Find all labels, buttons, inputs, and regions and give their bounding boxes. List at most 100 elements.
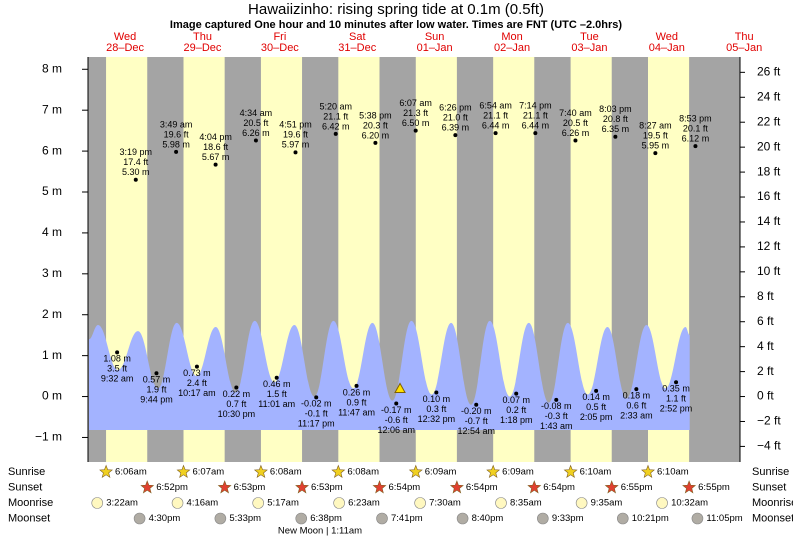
moonset-icon <box>616 512 629 525</box>
row-label: Sunset <box>8 481 42 493</box>
event-dot <box>333 131 338 136</box>
event-dot <box>634 387 639 392</box>
row-time: 6:10am <box>657 467 689 478</box>
row-time: 6:08am <box>347 467 379 478</box>
event-label: 1.08 m <box>103 354 131 364</box>
event-label: 5.97 m <box>282 140 310 150</box>
event-label: 10:17 am <box>178 388 216 398</box>
event-dot <box>154 371 159 376</box>
event-label: 0.07 m <box>502 395 530 405</box>
event-label: 6.50 m <box>402 118 430 128</box>
row-time: 6:07am <box>193 467 225 478</box>
event-label: 10:30 pm <box>218 409 256 419</box>
event-label: 8:53 pm <box>679 114 712 124</box>
event-label: 21.0 ft <box>443 113 469 123</box>
event-label: 0.18 m <box>623 391 651 401</box>
row-label: Sunrise <box>8 466 45 478</box>
event-dot <box>373 140 378 145</box>
y-tick-label: 7 m <box>42 102 62 116</box>
event-dot <box>474 402 479 407</box>
event-dot <box>194 364 199 369</box>
event-dot <box>354 383 359 388</box>
moonrise-icon <box>656 497 668 509</box>
event-label: 1.9 ft <box>146 385 167 395</box>
event-label: 6.44 m <box>522 120 550 130</box>
y2-tick-label: −4 ft <box>757 439 781 453</box>
event-label: 5.98 m <box>162 139 190 149</box>
sunrise-icon <box>641 464 655 478</box>
event-label: 5:38 pm <box>359 110 392 120</box>
event-dot <box>573 138 578 143</box>
event-label: 11:01 am <box>258 399 295 409</box>
event-label: 3.5 ft <box>107 364 128 374</box>
event-label: 6.26 m <box>242 128 270 138</box>
y-tick-label: 1 m <box>42 348 62 362</box>
event-label: -0.08 m <box>541 401 572 411</box>
event-label: 6.12 m <box>682 134 710 144</box>
event-dot <box>133 177 138 182</box>
sunset-icon <box>604 480 619 494</box>
row-time: 6:23am <box>348 498 380 509</box>
row-time: 6:53pm <box>234 482 266 493</box>
day-date: 03–Jan <box>571 42 607 54</box>
event-label: 8:03 pm <box>599 104 632 114</box>
row-label: Sunrise <box>752 466 789 478</box>
event-label: 2:52 pm <box>660 404 693 414</box>
moonrise-icon <box>575 497 588 509</box>
event-dot <box>434 390 439 395</box>
moonrise-icon <box>414 497 426 509</box>
event-dot <box>533 131 538 136</box>
event-dot <box>693 144 698 149</box>
event-label: 9:44 pm <box>140 395 173 405</box>
event-dot <box>293 150 298 155</box>
event-label: 20.8 ft <box>603 114 629 124</box>
moonset-icon <box>376 512 388 525</box>
event-label: 6.20 m <box>362 130 390 140</box>
sunrise-icon <box>408 464 423 478</box>
day-weekday: Wed <box>114 31 136 43</box>
event-label: 6:07 am <box>399 98 432 108</box>
y2-tick-label: 14 ft <box>757 214 781 228</box>
event-label: 5.95 m <box>642 141 670 151</box>
event-label: -0.20 m <box>461 406 492 416</box>
day-weekday: Sun <box>425 31 445 43</box>
event-label: 5.30 m <box>122 167 150 177</box>
y-tick-label: 6 m <box>42 143 62 157</box>
event-label: 11:17 pm <box>298 419 335 429</box>
row-time: 8:35am <box>510 498 542 509</box>
y2-tick-label: 26 ft <box>757 65 781 79</box>
event-label: 6.35 m <box>602 124 630 134</box>
row-time: 7:41pm <box>391 513 423 524</box>
tide-area <box>88 320 690 430</box>
moonset-icon <box>214 512 227 525</box>
event-label: 12:06 am <box>377 425 415 435</box>
sunset-icon <box>217 480 232 494</box>
chart-title: Hawaiizinho: rising spring tide at 0.1m … <box>248 1 544 18</box>
row-time: 5:33pm <box>229 513 261 524</box>
y2-tick-label: 4 ft <box>757 339 774 353</box>
event-label: 21.3 ft <box>403 108 429 118</box>
moon-phase: New Moon | 1:11am <box>278 526 362 537</box>
row-time: 11:05pm <box>706 513 742 524</box>
day-date: 02–Jan <box>494 42 530 54</box>
row-label: Moonset <box>752 512 793 524</box>
event-dot <box>314 395 319 400</box>
moonrise-icon <box>252 497 264 509</box>
event-label: 0.22 m <box>223 389 251 399</box>
event-label: 7:40 am <box>559 108 592 118</box>
sunset-icon <box>449 480 464 494</box>
row-time: 8:40pm <box>472 513 504 524</box>
day-date: 04–Jan <box>649 42 685 54</box>
sunrise-icon <box>331 464 346 478</box>
event-dot <box>394 401 399 406</box>
y2-tick-label: 10 ft <box>757 264 781 278</box>
y-tick-label: 8 m <box>42 61 62 75</box>
day-weekday: Thu <box>193 31 212 43</box>
event-label: 8:27 am <box>639 121 672 131</box>
event-label: 21.1 ft <box>323 111 349 121</box>
event-dot <box>514 391 519 396</box>
event-label: 18.6 ft <box>203 142 229 152</box>
moonset-icon <box>537 512 549 525</box>
row-time: 6:06am <box>115 467 147 478</box>
